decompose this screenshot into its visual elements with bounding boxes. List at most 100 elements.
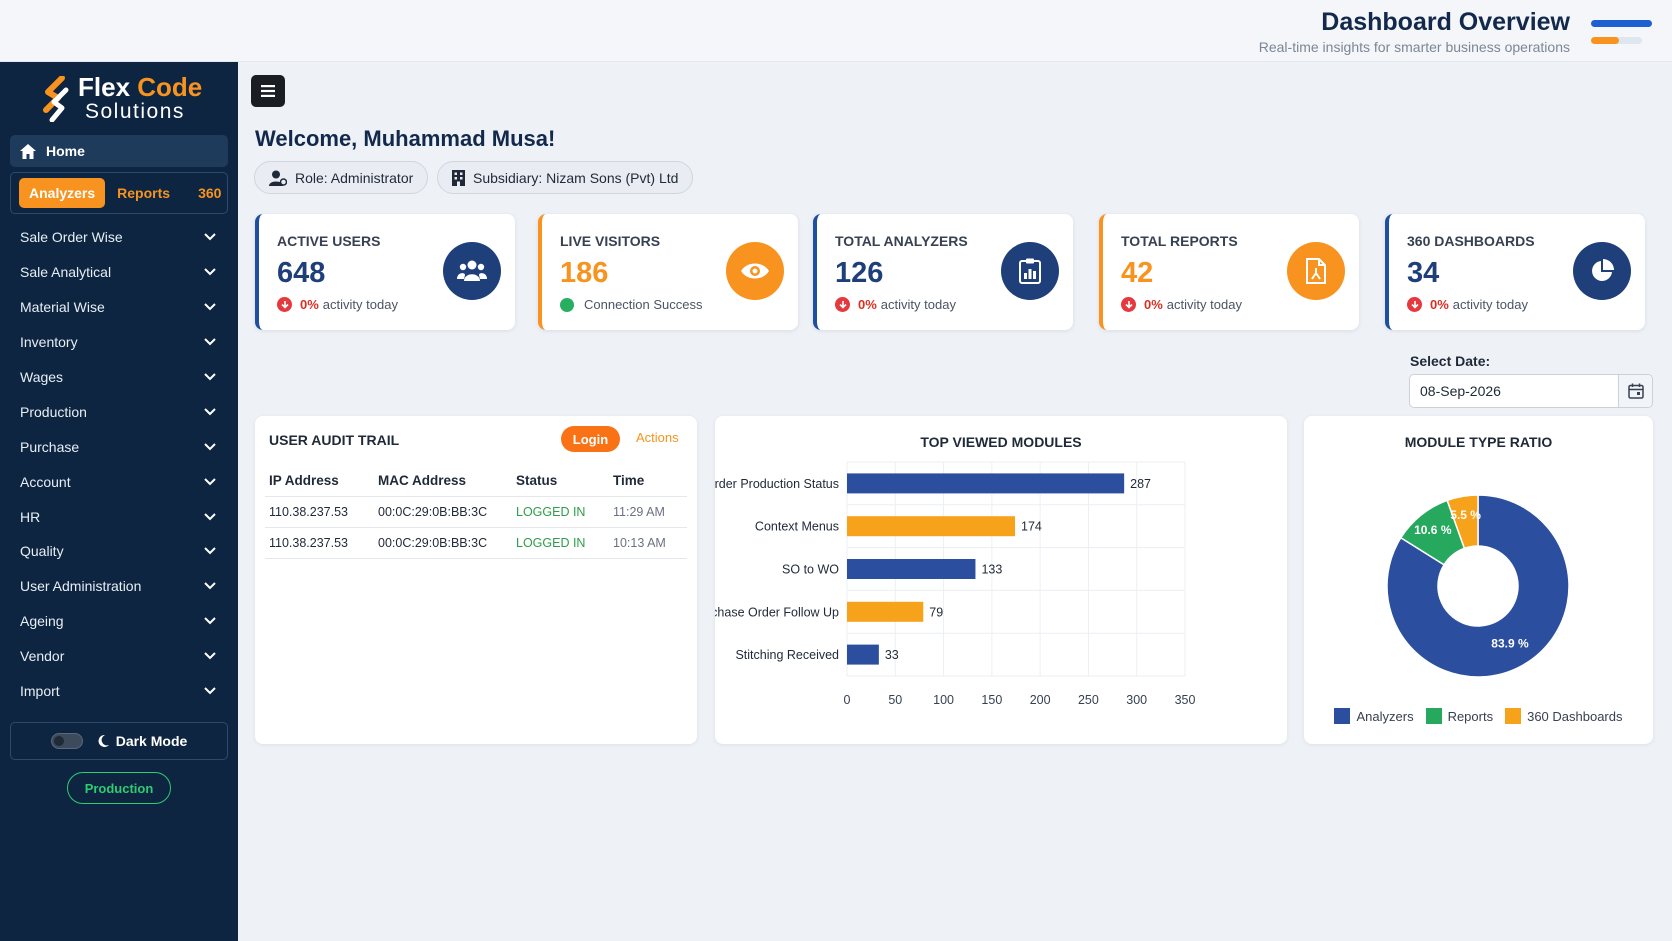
audit-trail-panel: USER AUDIT TRAIL Login Actions IP Addres…: [255, 416, 697, 744]
menu-toggle-button[interactable]: [251, 75, 285, 107]
x-tick-label: 350: [1175, 693, 1196, 707]
dark-mode-switch[interactable]: [50, 733, 83, 749]
pdf-file-icon: [1287, 242, 1345, 300]
sidebar-item-vendor[interactable]: Vendor: [0, 639, 238, 674]
dark-mode-toggle-row[interactable]: Dark Mode: [10, 722, 228, 760]
chevron-down-icon: [204, 233, 216, 241]
ip-cell: 110.38.237.53: [265, 496, 374, 528]
sidebar-item-account[interactable]: Account: [0, 464, 238, 499]
sidebar-item-import[interactable]: Import: [0, 674, 238, 709]
tab-actions[interactable]: Actions: [636, 430, 679, 445]
chevron-down-icon: [204, 408, 216, 416]
building-icon: [452, 169, 465, 186]
ip-cell: 110.38.237.53: [265, 527, 374, 559]
chart-title: MODULE TYPE RATIO: [1404, 434, 1553, 450]
environment-badge[interactable]: Production: [67, 772, 171, 804]
column-header[interactable]: MAC Address: [374, 466, 512, 497]
stat-card-live-visitors: LIVE VISITORS 186 Connection Success: [538, 214, 798, 330]
bar: [847, 516, 1016, 537]
sidebar-item-ageing[interactable]: Ageing: [0, 604, 238, 639]
subsidiary-chip: Subsidiary: Nizam Sons (Pvt) Ltd: [437, 161, 694, 194]
chevron-down-icon: [204, 477, 216, 486]
sidebar-item-home[interactable]: Home: [10, 135, 228, 167]
category-label: Sale Order Production Status: [715, 477, 839, 491]
clipboard-chart-icon: [1001, 242, 1059, 300]
data-label: 133: [981, 563, 1002, 577]
x-tick-label: 50: [888, 693, 902, 707]
chevron-down-icon: [204, 617, 216, 625]
status-cell: LOGGED IN: [512, 527, 609, 559]
data-label: 287: [1130, 477, 1151, 491]
calendar-button[interactable]: [1618, 375, 1652, 407]
arrow-down-icon: [1407, 297, 1422, 312]
header-accent-bar: [1591, 20, 1652, 27]
chevron-down-icon: [204, 652, 216, 660]
slice-label: 83.9 %: [1491, 637, 1529, 651]
eye-icon: [726, 242, 784, 300]
role-chip: Role: Administrator: [254, 161, 429, 194]
stat-value: 186: [560, 257, 609, 289]
sidebar-item-production[interactable]: Production: [0, 394, 238, 429]
date-input[interactable]: 08-Sep-2026: [1409, 374, 1653, 408]
stat-footer: 0% activity today: [1407, 297, 1528, 312]
sidebar-item-material-wise[interactable]: Material Wise: [0, 290, 238, 325]
audit-table: IP Address MAC Address Status Time 110.3…: [265, 466, 687, 559]
table-row[interactable]: 110.38.237.53 00:0C:29:0B:BB:3C LOGGED I…: [265, 527, 687, 559]
column-header[interactable]: IP Address: [265, 466, 374, 497]
table-row[interactable]: 110.38.237.53 00:0C:29:0B:BB:3C LOGGED I…: [265, 496, 687, 528]
chevron-down-icon: [204, 547, 216, 555]
tab-360[interactable]: 360: [198, 185, 222, 201]
brand-logo[interactable]: Flex Code Solutions: [40, 70, 210, 123]
donut-chart: 83.9 % 10.6 %5.5 %: [1386, 494, 1570, 678]
sidebar-tabs: Analyzers Reports 360: [10, 172, 228, 214]
stat-value: 42: [1121, 257, 1154, 289]
stat-label: TOTAL REPORTS: [1121, 233, 1238, 249]
legend-item-analyzers[interactable]: Analyzers: [1334, 708, 1414, 724]
chevron-down-icon: [204, 582, 216, 590]
stat-footer: 0% activity today: [1121, 297, 1242, 312]
sidebar-item-wages[interactable]: Wages: [0, 360, 238, 395]
legend-swatch: [1425, 708, 1442, 724]
stat-label: LIVE VISITORS: [560, 233, 661, 249]
sidebar-item-inventory[interactable]: Inventory: [0, 325, 238, 360]
arrow-down-icon: [277, 297, 292, 312]
sidebar-item-purchase[interactable]: Purchase: [0, 429, 238, 464]
hamburger-icon: [261, 85, 275, 97]
user-gear-icon: [269, 170, 287, 186]
chevron-down-icon: [204, 373, 216, 381]
time-cell: 11:29 AM: [609, 496, 687, 528]
bar-chart: 0 50 100 150 200 250 300 350 Sale Order Producti…: [715, 461, 1196, 707]
stat-card-360-dashboards: 360 DASHBOARDS 34 0% activity today: [1385, 214, 1645, 330]
sidebar-item-quality[interactable]: Quality: [0, 534, 238, 569]
arrow-down-icon: [835, 297, 850, 312]
sidebar-item-sale-order-wise[interactable]: Sale Order Wise: [0, 220, 238, 255]
donut-slice: [1386, 494, 1570, 678]
sidebar-item-user-administration[interactable]: User Administration: [0, 569, 238, 604]
legend-swatch: [1505, 708, 1522, 724]
top-header: Dashboard Overview Real-time insights fo…: [0, 0, 1672, 62]
column-header[interactable]: Status: [512, 466, 609, 497]
status-dot-icon: [560, 297, 574, 312]
stat-value: 648: [277, 257, 326, 289]
sidebar-nav: Sale Order Wise Sale Analytical Material…: [0, 220, 238, 708]
bar: [847, 601, 924, 622]
chevron-down-icon: [204, 268, 216, 276]
tab-login[interactable]: Login: [561, 426, 620, 452]
brand-subname: Solutions: [85, 100, 185, 123]
time-cell: 10:13 AM: [609, 527, 687, 559]
sidebar-item-hr[interactable]: HR: [0, 499, 238, 534]
category-label: Context Menus: [755, 520, 839, 534]
users-icon: [443, 242, 501, 300]
sidebar-item-sale-analytical[interactable]: Sale Analytical: [0, 255, 238, 290]
column-header[interactable]: Time: [609, 466, 687, 497]
stat-label: ACTIVE USERS: [277, 233, 381, 249]
legend-item-360-dashboards[interactable]: 360 Dashboards: [1505, 708, 1623, 724]
legend-item-reports[interactable]: Reports: [1425, 708, 1493, 724]
stat-card-total-reports: TOTAL REPORTS 42 0% activity today: [1099, 214, 1359, 330]
tab-analyzers[interactable]: Analyzers: [19, 178, 106, 208]
date-value: 08-Sep-2026: [1420, 383, 1501, 399]
data-label: 174: [1021, 520, 1042, 534]
tab-reports[interactable]: Reports: [117, 185, 171, 201]
home-icon: [20, 143, 36, 159]
welcome-heading: Welcome, Muhammad Musa!: [255, 126, 556, 151]
